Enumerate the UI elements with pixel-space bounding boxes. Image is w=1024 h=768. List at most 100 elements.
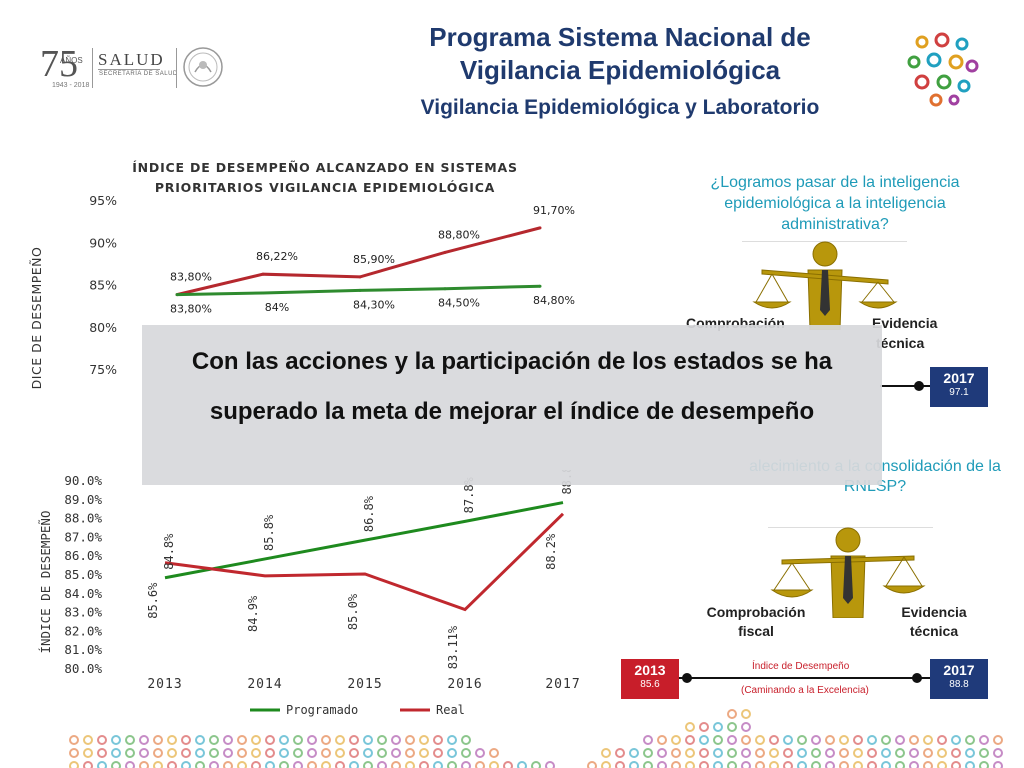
bottom-chart-data-label: 87.8% — [462, 476, 476, 513]
decorative-dots — [69, 709, 1003, 768]
decorative-dot — [867, 748, 877, 758]
decorative-dot — [895, 748, 905, 758]
page-subtitle: Vigilancia Epidemiológica y Laboratorio — [420, 96, 820, 119]
label-evidencia-top: Evidencia — [872, 315, 938, 331]
decorative-dot — [923, 761, 933, 768]
scale-line-bottom — [679, 677, 931, 679]
decorative-dot — [405, 761, 415, 768]
decorative-dot — [909, 748, 919, 758]
decorative-dot — [405, 748, 415, 758]
decorative-dot — [377, 735, 387, 745]
decorative-dot — [685, 722, 695, 732]
bottom-chart-data-label: 85.0% — [346, 593, 360, 630]
decorative-dot — [475, 761, 485, 768]
decorative-dot — [391, 748, 401, 758]
decorative-dot — [293, 761, 303, 768]
decorative-dot — [447, 735, 457, 745]
decorative-dot — [209, 735, 219, 745]
bottom-chart-series-Real — [164, 512, 565, 612]
logo-anos: AÑOS — [60, 56, 83, 65]
decorative-dot — [489, 748, 499, 758]
top-chart-ytick: 75% — [89, 362, 117, 377]
top-chart: ÍNDICE DE DESEMPEÑO ALCANZADO EN SISTEMA… — [29, 160, 575, 390]
decorative-dot — [629, 761, 639, 768]
top-chart-ytick: 95% — [89, 193, 117, 208]
decorative-dot — [601, 761, 611, 768]
decorative-dot — [727, 709, 737, 719]
top-chart-point — [443, 250, 447, 254]
decorative-dot — [83, 748, 93, 758]
decorative-dot — [307, 735, 317, 745]
panel-bottom-rule — [768, 527, 933, 528]
decorative-dot — [755, 761, 765, 768]
bottom-chart-xtick: 2015 — [347, 677, 382, 692]
top-chart-point — [538, 226, 542, 230]
decorative-dot — [181, 735, 191, 745]
decorative-dot — [587, 761, 597, 768]
decorative-dot — [335, 761, 345, 768]
seal-icon — [183, 47, 223, 87]
year-box-2017: 2017 88.8 — [930, 659, 988, 699]
index-label: Índice de Desempeño — [752, 661, 850, 672]
decorative-dot — [503, 761, 513, 768]
decorative-dot — [979, 761, 989, 768]
decorative-dot — [251, 761, 261, 768]
decorative-dot — [265, 735, 275, 745]
logo-secretaria: SECRETARÍA DE SALUD — [99, 71, 178, 77]
decorative-dot — [531, 761, 541, 768]
decorative-dot — [923, 748, 933, 758]
decorative-dot — [769, 735, 779, 745]
overlay-text: Con las acciones y la participación de l… — [191, 348, 833, 425]
bottom-chart-data-label: 84.9% — [246, 595, 260, 632]
decorative-dot — [839, 761, 849, 768]
bottom-chart-legend-label: Programado — [286, 703, 358, 717]
decorative-dot — [741, 722, 751, 732]
decorative-dot — [895, 735, 905, 745]
top-chart-point — [261, 272, 265, 276]
decorative-dot — [685, 735, 695, 745]
decorative-dot — [335, 748, 345, 758]
decorative-dot — [937, 761, 947, 768]
label-fiscal-bottom: fiscal — [738, 623, 774, 639]
decorative-dot — [83, 735, 93, 745]
top-chart-data-label: 91,70% — [533, 204, 575, 217]
decorative-dot — [209, 761, 219, 768]
decorative-dot — [853, 761, 863, 768]
decorative-dot — [167, 761, 177, 768]
decorative-dot — [475, 748, 485, 758]
bottom-chart-ytick: 81.0% — [64, 642, 102, 657]
top-chart-data-label: 84% — [265, 301, 289, 314]
decorative-dot — [951, 761, 961, 768]
year-box-2013: 2013 85.6 — [621, 659, 679, 699]
decorative-dot — [377, 761, 387, 768]
decorative-dot — [293, 748, 303, 758]
bottom-chart-ytick: 82.0% — [64, 623, 102, 638]
decorative-dot — [349, 761, 359, 768]
decorative-dot — [139, 748, 149, 758]
decorative-dot — [139, 761, 149, 768]
panel-top-rule — [742, 241, 907, 242]
decorative-dot — [293, 735, 303, 745]
top-chart-data-label: 85,90% — [353, 253, 395, 266]
decorative-dot — [461, 735, 471, 745]
decorative-dot — [335, 735, 345, 745]
decorative-dot — [447, 748, 457, 758]
decorative-dot — [741, 748, 751, 758]
top-chart-ytick: 80% — [89, 320, 117, 335]
decorative-dot — [615, 761, 625, 768]
question-1: ¿Logramos pasar de la inteligencia epide… — [710, 174, 960, 233]
bottom-chart-data-label: 86.8% — [362, 495, 376, 532]
decorative-dot — [111, 735, 121, 745]
scale-line-top — [880, 385, 930, 387]
decorative-dot — [671, 735, 681, 745]
decorative-dot — [993, 735, 1003, 745]
scale-dot-right — [912, 673, 922, 683]
decorative-dot — [83, 761, 93, 768]
decorative-dot — [167, 748, 177, 758]
decorative-dot — [321, 761, 331, 768]
bottom-chart-legend-label: Real — [436, 703, 465, 717]
decorative-dot — [307, 761, 317, 768]
decorative-dot — [699, 722, 709, 732]
decorative-dot — [153, 761, 163, 768]
decorative-dot — [321, 735, 331, 745]
